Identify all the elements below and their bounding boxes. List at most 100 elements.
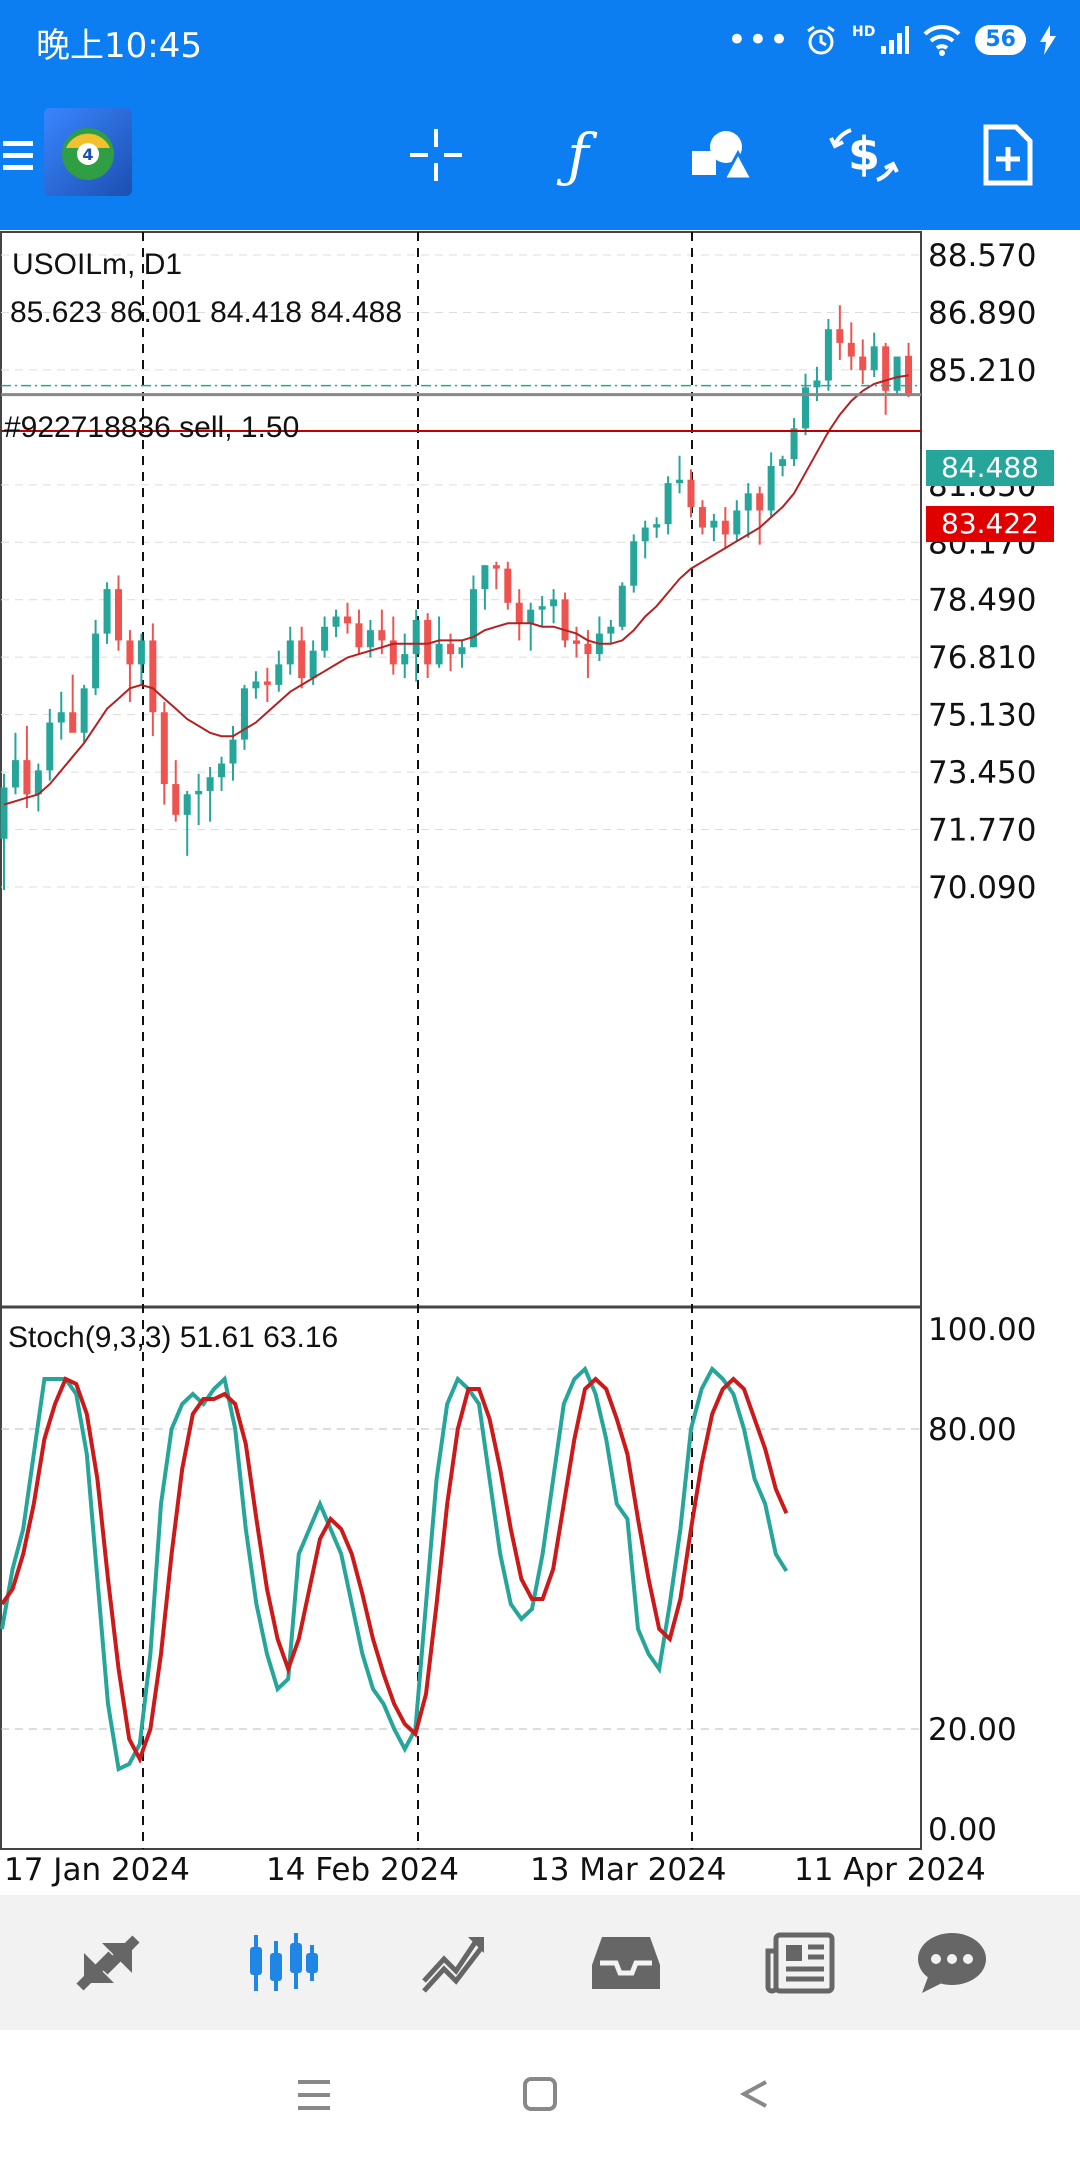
candle-body [744,493,752,511]
ohlc-label: 85.623 86.001 84.418 84.488 [10,296,402,329]
home-icon [523,2077,557,2111]
function-icon: ƒ [567,121,589,189]
candle-body [92,633,100,689]
stoch-tick-label: 100.00 [928,1312,1036,1348]
objects-button[interactable] [670,80,770,230]
candle-body [389,640,397,665]
candle-body [355,623,363,648]
trade-trend-icon [422,1936,484,1993]
candle-body [103,589,111,634]
hamburger-icon [3,141,33,170]
nav-history[interactable] [566,1895,686,2030]
candle-body [69,712,77,733]
wifi-icon [923,24,961,56]
network-label: HD [852,24,876,40]
system-navigation [0,2030,1080,2160]
candle-body [11,760,19,788]
candle-body [767,466,775,511]
candle-body [218,763,226,778]
menu-button[interactable] [0,80,36,230]
price-tick-label: 76.810 [928,640,1036,676]
candle-body [298,640,306,679]
price-chart[interactable]: 88.57086.89085.21081.85080.17078.49076.8… [0,230,1080,1895]
news-icon [765,1932,835,1993]
nav-chat[interactable] [892,1895,1012,2030]
dollar-sync-icon: $ [829,127,899,182]
candle-body [710,520,718,528]
candle-body [824,329,832,381]
candle-body [733,510,741,535]
candle-body [286,640,294,665]
candle-body [607,626,615,634]
nav-news[interactable] [740,1895,860,2030]
nav-quotes[interactable] [48,1895,168,2030]
candles-icon [250,1932,318,1991]
price-tick-label: 75.130 [928,698,1036,734]
order-price-box: 83.422 [926,506,1054,542]
chat-icon [918,1932,986,1993]
trade-button[interactable]: $ [814,80,914,230]
candle-body [893,356,901,391]
candle-body [252,681,260,689]
candle-body [160,712,168,785]
candle-body [172,784,180,815]
home-button[interactable] [522,2076,562,2116]
chart-area[interactable]: 88.57086.89085.21081.85080.17078.49076.8… [0,230,1080,1895]
candle-body [790,428,798,460]
candle-body [435,643,443,665]
candle-body [653,524,661,528]
candle-body [46,722,54,771]
current-price-box: 84.488 [926,450,1054,486]
candle-body [813,380,821,388]
candle-body [641,527,649,542]
recents-button[interactable] [296,2078,336,2114]
candle-body [527,609,535,624]
date-tick-label: 11 Apr 2024 [794,1852,986,1888]
status-icons: ••• HD 56 [727,18,1056,62]
candle-body [80,688,88,733]
status-time: 晚上10:45 [36,26,202,66]
candle-body [515,602,523,624]
candle-body [584,643,592,655]
price-tick-label: 71.770 [928,813,1036,849]
quotes-arrows-icon [76,1934,140,1991]
new-order-button[interactable] [958,80,1058,230]
candle-body [721,520,729,535]
stoch-axis: 100.00 80.00 20.00 0.00 [928,1312,1036,1848]
back-button[interactable] [736,2076,776,2116]
indicators-button[interactable]: ƒ [528,80,628,230]
candle-body [618,585,626,627]
candle-body [115,589,122,641]
svg-text:$: $ [848,127,880,181]
crosshair-button[interactable] [386,80,486,230]
nav-trade[interactable] [394,1895,514,2030]
candles [0,305,913,891]
candle-body [882,346,890,391]
alarm-icon [807,25,835,55]
nav-chart[interactable] [222,1895,342,2030]
candle-body [905,355,913,395]
new-order-icon [983,124,1033,186]
candle-body [802,387,809,429]
candle-body [0,787,8,839]
stoch-label: Stoch(9,3,3) 51.61 63.16 [8,1321,338,1354]
symbol-label: USOILm, D1 [12,248,182,281]
candle-body [149,640,157,713]
app-logo: 4 [44,108,132,196]
candle-body [195,790,203,795]
candle-body [870,346,878,371]
candle-body [458,647,466,655]
candle-body [469,589,477,648]
charging-icon [1040,25,1056,55]
candle-body [847,342,855,357]
candle-body [137,640,145,665]
candle-body [481,565,489,590]
candle-body [424,619,432,665]
candle-body [183,794,191,815]
price-tick-label: 88.570 [928,238,1036,274]
period-separators [142,232,693,1849]
candle-body [275,664,283,685]
candle-body [378,630,386,641]
candle-body [240,688,248,740]
date-axis: 17 Jan 2024 14 Feb 2024 13 Mar 2024 11 Apr … [4,1852,986,1888]
